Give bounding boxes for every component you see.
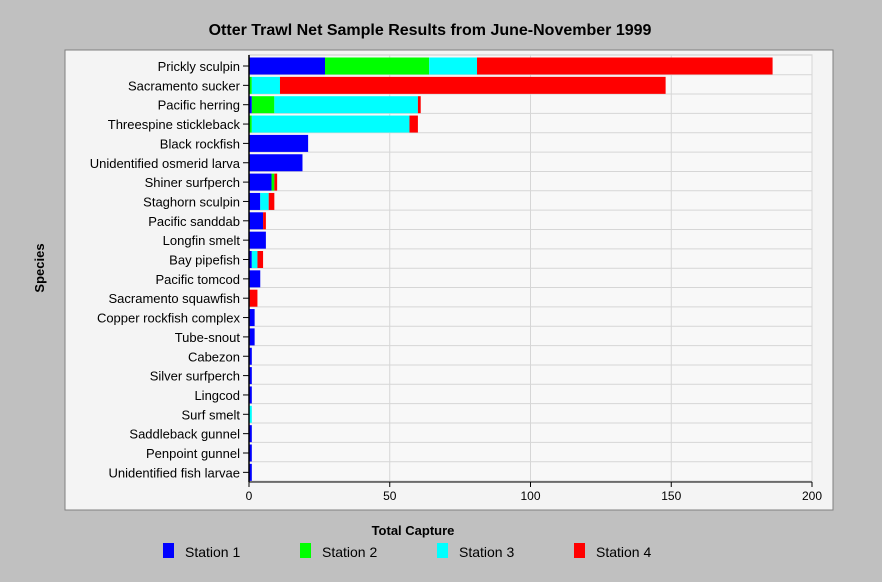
bar-segment [249,96,252,114]
bar-segment [249,231,266,249]
x-tick-label: 100 [520,489,540,503]
category-label: Bay pipefish [169,253,240,268]
bar-segment [251,96,275,114]
category-label: Saddleback gunnel [129,427,240,442]
bar-segment [409,115,418,133]
bar-segment [249,134,309,152]
legend: Station 1 Station 2 Station 3 Station 4 [163,543,651,560]
bar-segment [249,425,252,443]
bar-segment [249,115,252,133]
bar-segment [249,154,303,172]
bar-segment [251,251,258,268]
category-label: Longfin smelt [163,233,241,248]
bar-segment [249,57,326,75]
category-label: Copper rockfish complex [97,311,241,326]
bar-segment [429,57,478,75]
legend-label: Station 4 [596,544,651,560]
category-label: Tube-snout [175,330,241,345]
bar-segment [249,212,264,230]
x-axis-title: Total Capture [372,523,455,538]
category-label: Penpoint gunnel [146,446,240,461]
category-label: Sacramento sucker [128,78,241,93]
category-label: Unidentified fish larvae [108,465,240,480]
bar-segment [249,173,272,191]
category-label: Lingcod [194,388,240,403]
bar-segment [477,57,773,75]
chart-title: Otter Trawl Net Sample Results from June… [209,22,652,39]
legend-label: Station 3 [459,544,514,560]
bar-segment [274,96,418,114]
bar-segment [249,444,252,462]
legend-label: Station 2 [322,544,377,560]
bar-segment [417,96,421,114]
category-labels: Prickly sculpin Sacramento sucker Pacific … [90,59,241,480]
category-label: Staghorn sculpin [143,194,240,209]
category-label: Black rockfish [160,136,240,151]
y-axis-title: Species [32,243,47,292]
bar-segment [263,212,266,230]
legend-swatch [300,543,311,558]
bar-segment [251,115,410,133]
category-label: Pacific sanddab [148,214,240,229]
bar-segment [249,76,252,94]
category-label: Threespine stickleback [108,117,241,132]
bar-segment [249,367,252,385]
grid [248,55,813,482]
x-tick-label: 200 [802,489,822,503]
legend-label: Station 1 [185,544,240,560]
category-label: Pacific tomcod [155,272,240,287]
bar-segment [249,289,258,307]
bar-segment [249,251,252,268]
bar-segment [249,405,252,423]
bar-segment [249,192,261,210]
category-label: Cabezon [188,349,240,364]
x-tick-label: 150 [661,489,681,503]
bar-segment [274,173,278,191]
category-label: Surf smelt [181,407,240,422]
bar-segment [279,76,666,94]
x-tick-label: 0 [246,489,253,503]
bar-segment [249,328,255,346]
bars [249,57,773,481]
bar-segment [249,347,252,365]
bar-segment [260,192,269,210]
bar-segment [268,192,275,210]
category-label: Pacific herring [158,98,240,113]
bar-segment [249,386,252,404]
bar-segment [249,463,252,481]
bar-segment [251,76,280,94]
category-label: Prickly sculpin [158,59,240,74]
category-label: Sacramento squawfish [108,291,240,306]
category-label: Unidentified osmerid larva [90,156,241,171]
bar-segment [325,57,430,75]
bar-segment [257,251,264,268]
category-label: Silver surfperch [150,369,240,384]
legend-swatch [574,543,585,558]
bar-segment [249,309,255,327]
category-label: Shiner surfperch [145,175,240,190]
axes [243,55,813,487]
bar-segment [271,173,275,191]
x-tick-label: 50 [383,489,397,503]
legend-swatch [163,543,174,558]
bar-segment [249,270,261,288]
tick-labels: 0 50 100 150 200 [246,489,823,503]
legend-swatch [437,543,448,558]
